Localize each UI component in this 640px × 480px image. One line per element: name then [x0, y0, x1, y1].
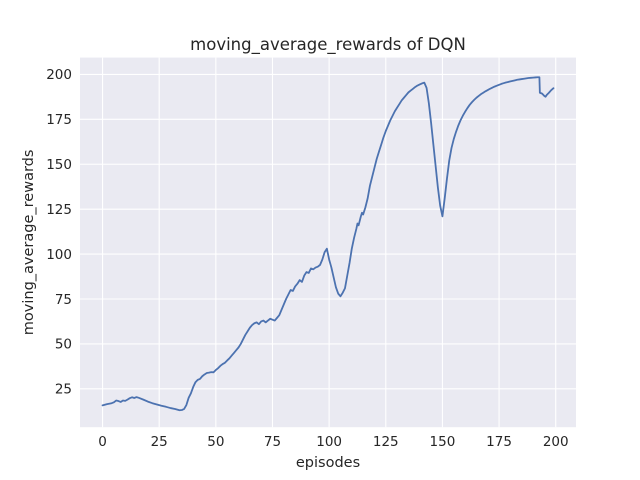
dqn-moving-average-line	[101, 76, 555, 412]
x-tick-label: 50	[207, 434, 224, 450]
plot-area-background	[80, 57, 576, 428]
x-axis-label: episodes	[296, 455, 360, 471]
y-tick-labels: 25 50 75 100 125 150 175 200	[46, 67, 72, 397]
x-tick-label: 200	[543, 434, 569, 450]
y-tick-label: 200	[46, 67, 72, 83]
x-tick-label: 175	[486, 434, 512, 450]
x-tick-label: 150	[430, 434, 456, 450]
y-tick-label: 25	[55, 382, 72, 398]
y-axis-label: moving_average_rewards	[21, 150, 37, 336]
y-tick-label: 150	[46, 157, 72, 173]
y-tick-label: 75	[55, 292, 72, 308]
y-tick-label: 125	[46, 202, 72, 218]
x-tick-label: 0	[98, 434, 107, 450]
x-tick-label: 75	[264, 434, 281, 450]
x-tick-label: 125	[373, 434, 399, 450]
y-tick-label: 175	[46, 112, 72, 128]
x-tick-label: 25	[151, 434, 168, 450]
y-tick-label: 50	[55, 337, 72, 353]
x-tick-labels: 0 25 50 75 100 125 150 175 200	[98, 434, 568, 450]
y-tick-label: 100	[46, 247, 72, 263]
chart-title: moving_average_rewards of DQN	[190, 35, 466, 55]
x-tick-label: 100	[316, 434, 342, 450]
